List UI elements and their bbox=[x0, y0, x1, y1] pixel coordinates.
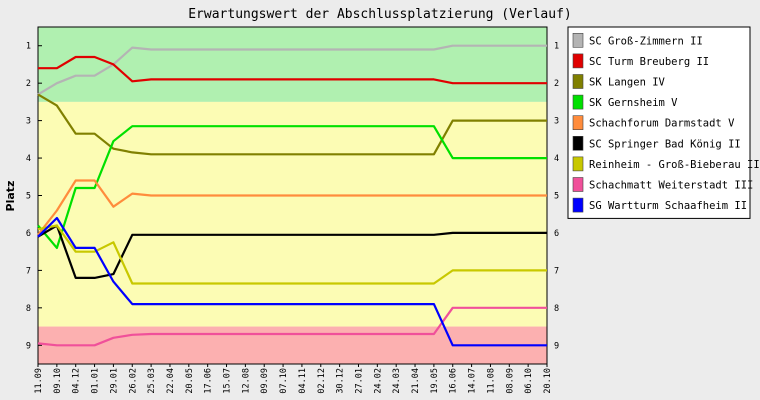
y-tick-label: 8 bbox=[26, 304, 31, 314]
legend-label: Reinheim - Groß-Bieberau II bbox=[589, 159, 760, 171]
series-line-2 bbox=[37, 93, 547, 156]
x-tick-label: 01.01 bbox=[91, 368, 101, 394]
legend-swatch bbox=[572, 197, 584, 213]
series-line-4 bbox=[37, 179, 547, 236]
y-tick-label: 9 bbox=[554, 341, 559, 351]
y-tick-label: 3 bbox=[26, 117, 31, 127]
legend-label: SG Wartturm Schaafheim II bbox=[589, 200, 747, 212]
x-tick-label: 07.10 bbox=[279, 368, 289, 394]
x-tick-label: 17.06 bbox=[204, 368, 214, 394]
x-tick-label: 04.12 bbox=[72, 368, 82, 394]
series-lines bbox=[37, 44, 547, 347]
y-tick-label: 7 bbox=[554, 266, 559, 276]
legend-label: Schachmatt Weiterstadt III bbox=[589, 180, 753, 192]
legend-box bbox=[567, 26, 751, 219]
x-tick-label: 16.06 bbox=[449, 368, 459, 394]
x-tick-label: 26.02 bbox=[128, 368, 138, 394]
x-tick-label: 19.05 bbox=[430, 368, 440, 394]
series-line-7 bbox=[37, 306, 547, 347]
legend-label: SC Turm Breuberg II bbox=[589, 56, 709, 68]
x-tick-label: 09.10 bbox=[53, 368, 63, 394]
x-tick-label: 06.10 bbox=[524, 368, 534, 394]
legend-label: SC Groß-Zimmern II bbox=[589, 35, 703, 47]
band-1 bbox=[38, 101, 547, 327]
x-tick-label: 22.04 bbox=[166, 368, 176, 394]
legend-label: SK Gernsheim V bbox=[589, 97, 678, 109]
x-tick-label: 21.04 bbox=[411, 368, 421, 394]
x-tick-label: 29.01 bbox=[109, 368, 119, 394]
band-0 bbox=[38, 27, 547, 102]
x-tick-label: 20.10 bbox=[543, 368, 553, 394]
x-tick-label: 20.05 bbox=[185, 368, 195, 394]
y-axis-left: 1 2 3 4 5 6 7 8 9 bbox=[26, 42, 42, 351]
x-tick-label: 30.12 bbox=[336, 368, 346, 394]
y-axis-label: Platz bbox=[4, 181, 17, 212]
y-tick-label: 6 bbox=[554, 229, 559, 239]
legend-swatch bbox=[572, 177, 584, 192]
y-tick-label: 6 bbox=[26, 229, 31, 239]
x-tick-label: 27.01 bbox=[354, 368, 364, 394]
x-tick-label: 24.03 bbox=[392, 368, 402, 394]
y-tick-label: 4 bbox=[554, 154, 559, 164]
y-tick-label: 5 bbox=[26, 192, 31, 202]
series-line-0 bbox=[37, 44, 547, 96]
x-tick-label: 04.11 bbox=[298, 368, 308, 394]
y-tick-label: 2 bbox=[554, 79, 559, 89]
y-tick-label: 1 bbox=[26, 42, 31, 52]
x-tick-label: 14.07 bbox=[468, 368, 478, 394]
y-tick-label: 8 bbox=[554, 304, 559, 314]
chart-title: Erwartungswert der Abschlussplatzierung … bbox=[188, 7, 572, 22]
x-tick-label: 09.09 bbox=[260, 368, 270, 394]
legend-swatch bbox=[572, 156, 584, 172]
series-line-5 bbox=[37, 224, 547, 279]
y-tick-label: 1 bbox=[554, 42, 559, 52]
x-tick-label: 11.09 bbox=[34, 368, 44, 394]
series-line-8 bbox=[37, 216, 547, 347]
legend-swatch bbox=[572, 32, 584, 48]
legend-label: SC Springer Bad König II bbox=[589, 138, 741, 150]
legend: SC Groß-Zimmern II SC Turm Breuberg II SK … bbox=[567, 26, 760, 219]
background-bands bbox=[38, 27, 547, 364]
legend-swatch bbox=[572, 53, 584, 69]
series-line-1 bbox=[38, 55, 547, 85]
x-tick-label: 24.02 bbox=[373, 368, 383, 394]
y-tick-label: 9 bbox=[26, 341, 31, 351]
x-tick-label: 08.09 bbox=[505, 368, 515, 394]
series-line-6 bbox=[37, 224, 547, 285]
y-tick-label: 7 bbox=[26, 266, 31, 276]
x-tick-label: 02.12 bbox=[317, 368, 327, 394]
y-tick-label: 2 bbox=[26, 79, 31, 89]
legend-swatch bbox=[572, 74, 584, 89]
legend-swatch bbox=[572, 136, 584, 151]
y-tick-label: 3 bbox=[554, 117, 559, 127]
y-tick-label: 5 bbox=[554, 192, 559, 202]
legend-label: Schachforum Darmstadt V bbox=[589, 118, 735, 130]
x-tick-label: 25.03 bbox=[147, 368, 157, 394]
y-tick-label: 4 bbox=[26, 154, 31, 164]
series-line-3 bbox=[37, 125, 547, 249]
x-tick-label: 12.08 bbox=[241, 368, 251, 394]
legend-swatch bbox=[572, 115, 584, 130]
x-tick-label: 11.08 bbox=[486, 368, 496, 394]
x-tick-label: 15.07 bbox=[223, 368, 233, 394]
legend-swatch bbox=[572, 94, 584, 110]
legend-label: SK Langen IV bbox=[589, 77, 666, 89]
x-axis: 11.09 09.10 04.12 01.01 29.01 26.02 25.03 22.04… bbox=[34, 364, 553, 394]
